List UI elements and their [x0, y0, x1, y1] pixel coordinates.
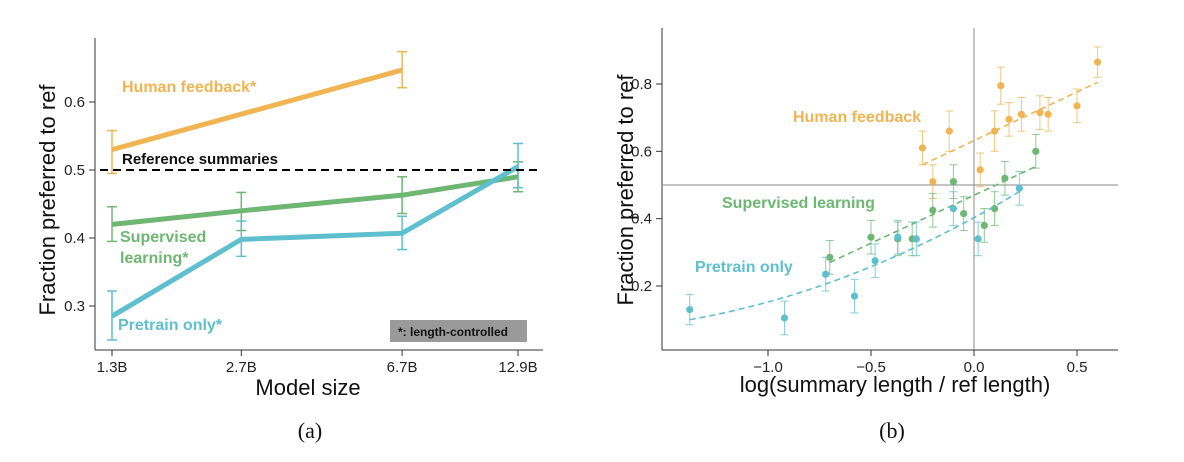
x-tick-label: 2.7B — [226, 359, 257, 376]
series-label-supervised-learning-b: Supervised learning — [722, 195, 875, 212]
panel-a-caption: (a) — [298, 418, 322, 443]
data-point — [1015, 184, 1023, 192]
data-point — [867, 233, 875, 241]
data-point — [929, 178, 937, 186]
x-tick-label: 6.7B — [387, 359, 418, 376]
x-tick-label: 0.5 — [1067, 359, 1088, 376]
series-label-supervised-learning-line1: Supervised — [120, 229, 206, 246]
data-point — [912, 235, 920, 243]
data-point — [1017, 110, 1025, 118]
data-point — [871, 257, 879, 265]
x-tick-label: −1.0 — [753, 359, 783, 376]
panel-b-caption: (b) — [879, 418, 905, 443]
y-tick-label: 0.6 — [631, 143, 652, 160]
data-point — [991, 127, 999, 135]
fit-line — [689, 191, 1020, 321]
panel-a-x-label: Model size — [255, 375, 360, 400]
reference-label: Reference summaries — [122, 151, 278, 168]
data-point — [918, 144, 927, 152]
panel-b-y-label: Fraction preferred to ref — [613, 74, 638, 306]
y-tick-label: 0.4 — [64, 230, 85, 247]
data-point — [1001, 174, 1009, 182]
series-line — [111, 67, 403, 153]
data-point — [1073, 102, 1081, 110]
series-label-human-feedback: Human feedback* — [122, 79, 257, 96]
data-point — [894, 233, 902, 241]
panel-b: 0.2 0.4 0.6 0.8 −1.0 −0.5 0.0 0.5 Human feedba… — [613, 28, 1118, 443]
data-point — [1044, 110, 1052, 118]
data-point — [997, 82, 1005, 90]
data-point — [1032, 147, 1040, 155]
data-point — [949, 204, 958, 213]
x-tick-label: −0.5 — [856, 359, 886, 376]
data-point — [974, 235, 982, 243]
series-line — [111, 174, 519, 227]
panel-a-y-label: Fraction preferred to ref — [35, 84, 60, 316]
y-tick-label: 0.3 — [64, 298, 85, 315]
series-label-pretrain-only: Pretrain only* — [118, 317, 223, 334]
data-point — [1036, 109, 1044, 117]
data-point — [991, 204, 999, 213]
data-point — [686, 305, 694, 314]
data-point — [980, 221, 988, 229]
series-label-pretrain-only-b: Pretrain only — [695, 259, 793, 276]
data-point — [945, 127, 953, 135]
x-tick-label: 0.0 — [964, 359, 985, 376]
fit-line — [922, 81, 1098, 166]
data-point — [960, 210, 968, 218]
x-tick-label: 1.3B — [97, 359, 128, 376]
data-point — [976, 166, 984, 174]
data-point — [826, 253, 834, 261]
data-point — [1005, 115, 1013, 123]
series-label-supervised-learning-line2: learning* — [120, 250, 189, 267]
y-tick-label: 0.8 — [631, 76, 652, 93]
y-tick-label: 0.6 — [64, 94, 85, 111]
y-tick-label: 0.5 — [64, 162, 85, 179]
data-point — [850, 292, 859, 300]
data-point — [780, 314, 789, 322]
panel-a: 0.3 0.4 0.5 0.6 1.3B 2.7B 6.7B 12.9B Reference… — [35, 38, 543, 443]
y-tick-label: 0.2 — [631, 278, 652, 295]
data-point — [822, 270, 830, 278]
y-tick-label: 0.4 — [631, 211, 652, 228]
length-controlled-note-box — [390, 320, 527, 342]
data-point — [929, 206, 937, 214]
data-point — [1094, 58, 1102, 66]
series-label-human-feedback-b: Human feedback — [793, 109, 921, 126]
data-point — [949, 178, 958, 186]
x-tick-label: 12.9B — [498, 359, 537, 376]
length-controlled-note: *: length-controlled — [398, 325, 508, 339]
series-line — [110, 164, 520, 319]
panel-b-x-label: log(summary length / ref length) — [740, 372, 1051, 397]
